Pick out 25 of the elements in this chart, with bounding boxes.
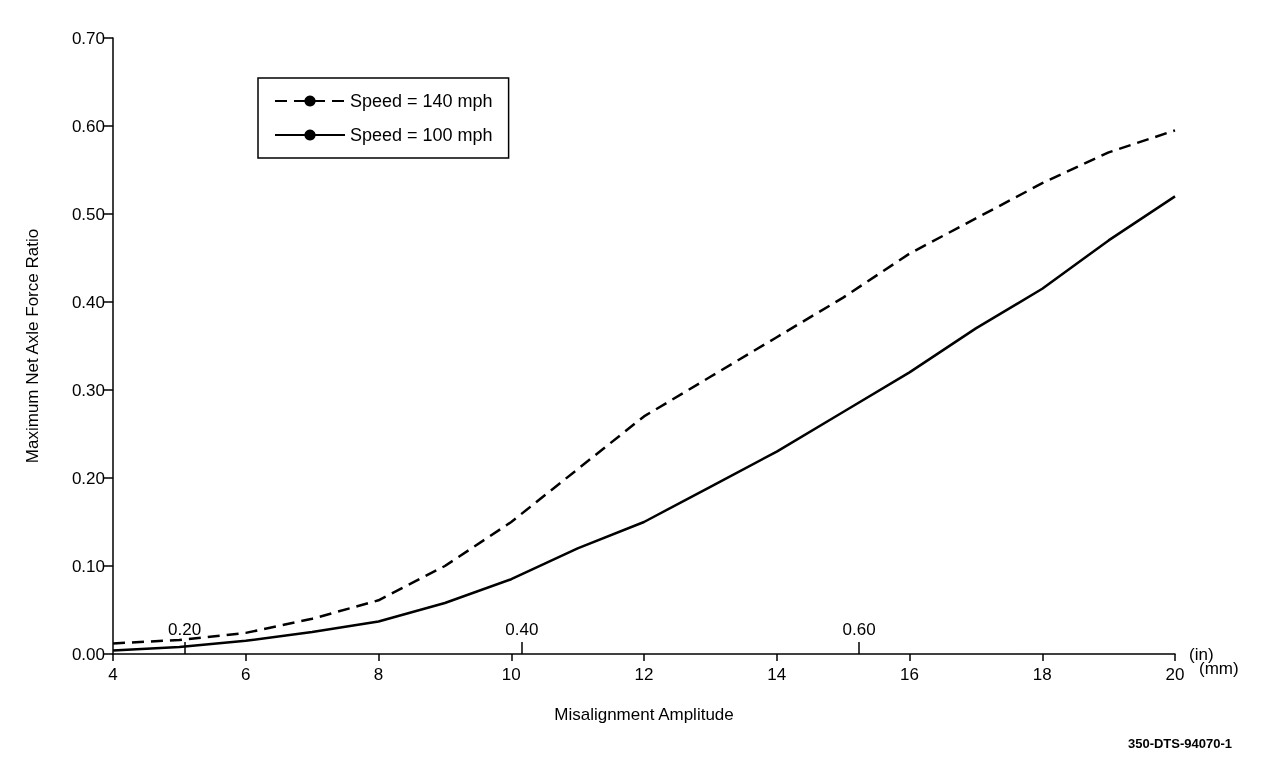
x-tick-label: 16 xyxy=(900,665,919,684)
legend-label: Speed = 100 mph xyxy=(350,125,493,145)
y-tick-label: 0.40 xyxy=(71,292,105,312)
y-tick-label: 0.30 xyxy=(71,380,105,400)
x-tick-label: 4 xyxy=(108,665,118,684)
y-tick-label: 0.10 xyxy=(71,556,105,576)
x2-tick-label: 0.60 xyxy=(842,620,876,639)
x-tick-label: 12 xyxy=(634,665,654,684)
y-tick-label: 0.20 xyxy=(71,468,105,488)
x-axis-title: Misalignment Amplitude xyxy=(554,705,734,724)
x-tick-label: 6 xyxy=(241,665,251,684)
x-tick-label: 20 xyxy=(1165,665,1185,684)
legend-label: Speed = 140 mph xyxy=(350,91,493,111)
y-tick-label: 0.00 xyxy=(71,644,105,664)
x-tick-label: 10 xyxy=(501,665,521,684)
y-tick-label: 0.60 xyxy=(71,116,105,136)
y-axis-title: Maximum Net Axle Force Ratio xyxy=(23,228,42,464)
y-tick-label: 0.70 xyxy=(71,28,105,48)
x-tick-label: 14 xyxy=(767,665,787,684)
y-tick-label: 0.50 xyxy=(71,204,105,224)
text: 350-DTS-94070-1 xyxy=(1127,736,1233,751)
x2-tick-label: 0.40 xyxy=(505,620,539,639)
x2-tick-label: 0.20 xyxy=(168,620,202,639)
x-tick-label: 8 xyxy=(373,665,384,684)
x-tick-label: 18 xyxy=(1032,665,1052,684)
